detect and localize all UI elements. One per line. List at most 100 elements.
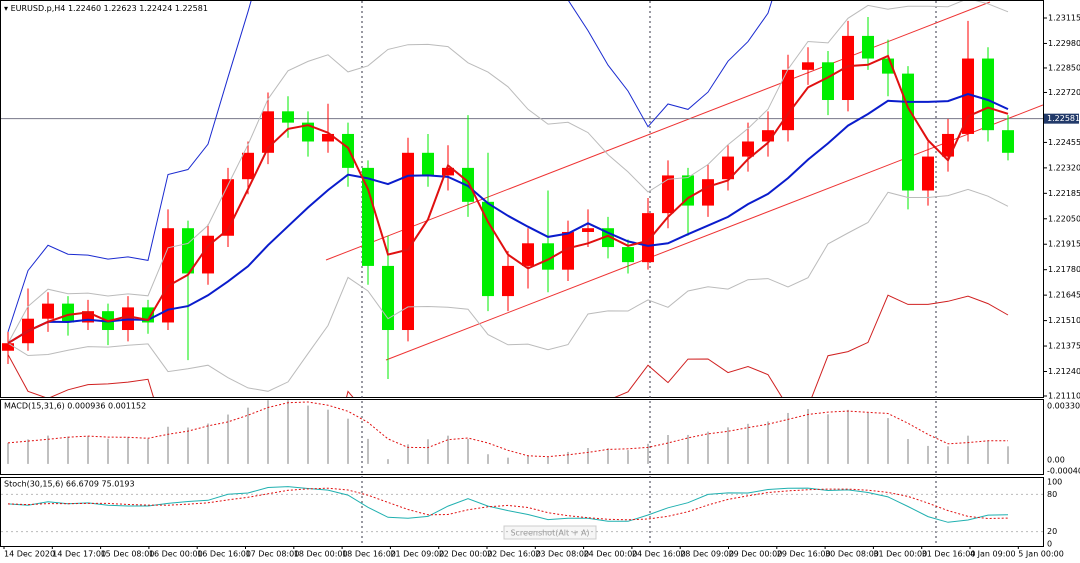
- period-separators: [361, 1, 937, 546]
- tooltip-box: [503, 525, 597, 540]
- candle-body: [262, 111, 274, 153]
- x-tick-label: 18 Dec 00:00: [294, 550, 348, 559]
- x-tick-label: 16 Dec 16:00: [197, 550, 251, 559]
- stoch-tick-label: 80: [1047, 490, 1057, 499]
- main-panel: [0, 0, 1044, 398]
- candle-body: [762, 130, 774, 142]
- stoch-main: [7, 486, 1009, 523]
- macd-signal: [7, 401, 1008, 458]
- candles: [2, 1, 1014, 397]
- candle-body: [782, 69, 794, 131]
- candle-body: [922, 156, 934, 191]
- candle-body: [282, 111, 294, 123]
- x-tick-label: 15 Dec 08:00: [101, 550, 155, 559]
- x-tick-label: 31 Dec 16:00: [922, 550, 976, 559]
- candle-body: [662, 175, 674, 214]
- candle-body: [642, 213, 654, 263]
- candle-body: [42, 303, 54, 319]
- x-tick-label: 29 Dec 16:00: [777, 550, 831, 559]
- y-tick-label: 1.21915: [1048, 240, 1080, 249]
- x-tick-label: 14 Dec 2020: [4, 550, 55, 559]
- slow-ma: [7, 92, 1009, 345]
- y-tick-label: 1.22185: [1048, 189, 1080, 198]
- candle-body: [342, 133, 354, 168]
- candle-body: [2, 343, 14, 351]
- chart-header: ▾ EURUSD.p,H4 1.22460 1.22623 1.22424 1.…: [4, 4, 208, 13]
- x-tick-label: 31 Dec 00:00: [873, 550, 927, 559]
- candle-body: [482, 201, 494, 297]
- candle-body: [322, 133, 334, 142]
- x-tick-label: 28 Dec 09:00: [680, 550, 734, 559]
- stoch-tick-label: 100: [1047, 478, 1062, 487]
- candle-body: [462, 167, 474, 202]
- stoch-signal: [7, 487, 1009, 521]
- macd-lines: [7, 400, 1009, 464]
- candle-body: [402, 152, 414, 331]
- candle-body: [942, 133, 954, 157]
- x-tick-label: 14 Dec 17:00: [52, 550, 106, 559]
- candle-body: [62, 303, 74, 323]
- x-tick-label: 21 Dec 09:00: [390, 550, 444, 559]
- y-tick-label: 1.21375: [1048, 342, 1080, 351]
- macd-tick-label: -0.000405: [1047, 467, 1080, 476]
- x-tick-label: 5 Jan 00:00: [1018, 550, 1064, 559]
- x-tick-label: 22 Dec 00:00: [439, 550, 493, 559]
- macd-tick-label: 0.00: [1047, 455, 1065, 464]
- candle-body: [162, 228, 174, 323]
- candle-body: [742, 141, 754, 157]
- candle-body: [302, 122, 314, 142]
- stoch-tick-label: 0: [1047, 540, 1052, 549]
- y-tick-label: 1.22455: [1048, 138, 1080, 147]
- x-tick-label: 22 Dec 16:00: [487, 550, 541, 559]
- candle-body: [202, 235, 214, 274]
- y-tick-label: 1.22320: [1048, 163, 1080, 172]
- stoch-panel: [0, 477, 1044, 547]
- candle-body: [702, 179, 714, 206]
- candle-body: [1002, 130, 1014, 153]
- candle-body: [722, 156, 734, 180]
- y-tick-label: 1.22050: [1048, 214, 1080, 223]
- x-tick-label: 18 Dec 16:00: [342, 550, 396, 559]
- current-price-label: 1.22581: [1047, 114, 1080, 123]
- candle-body: [382, 265, 394, 331]
- y-tick-label: 1.22720: [1048, 88, 1080, 97]
- candle-body: [182, 228, 194, 274]
- candle-body: [362, 167, 374, 266]
- x-tick-label: 16 Dec 00:00: [149, 550, 203, 559]
- fast-ma: [7, 54, 1009, 345]
- candle-body: [422, 152, 434, 176]
- macd-tick-label: 0.003302: [1047, 402, 1080, 411]
- candle-body: [862, 35, 874, 59]
- x-tick-label: 4 Jan 09:00: [970, 550, 1016, 559]
- candle-body: [622, 247, 634, 263]
- ohlc: 1.22460 1.22623 1.22424 1.22581: [68, 4, 208, 13]
- x-tick-label: 24 Dec 00:00: [584, 550, 638, 559]
- y-tick-label: 1.21510: [1048, 316, 1080, 325]
- candle-body: [562, 231, 574, 270]
- candle-body: [682, 175, 694, 206]
- candle-body: [902, 73, 914, 191]
- x-tick-label: 30 Dec 08:00: [825, 550, 879, 559]
- trend-channel: [325, 1, 1043, 361]
- current-price-box: [1044, 113, 1079, 124]
- stoch-label: Stoch(30,15,6) 66.6709 75.0193: [4, 480, 135, 489]
- y-tick-label: 1.21240: [1048, 367, 1080, 376]
- candle-body: [82, 311, 94, 323]
- y-tick-label: 1.21645: [1048, 291, 1080, 300]
- y-tick-label: 1.21110: [1048, 392, 1080, 401]
- x-tick-label: 17 Dec 08:00: [246, 550, 300, 559]
- tooltip: Screenshot(Alt + A): [510, 529, 589, 538]
- bollinger-upper: [7, 1, 1009, 344]
- candle-body: [842, 35, 854, 101]
- stoch-lines: [7, 486, 1009, 523]
- candle-body: [802, 62, 814, 70]
- y-tick-label: 1.23115: [1048, 14, 1080, 23]
- symbol: EURUSD.p,H4: [11, 4, 66, 13]
- x-tick-label: 24 Dec 16:00: [632, 550, 686, 559]
- y-tick-label: 1.22850: [1048, 63, 1080, 72]
- y-tick-label: 1.22980: [1048, 39, 1080, 48]
- stoch-tick-label: 20: [1047, 527, 1057, 536]
- candle-body: [582, 228, 594, 232]
- envelope-upper: [7, 1, 773, 333]
